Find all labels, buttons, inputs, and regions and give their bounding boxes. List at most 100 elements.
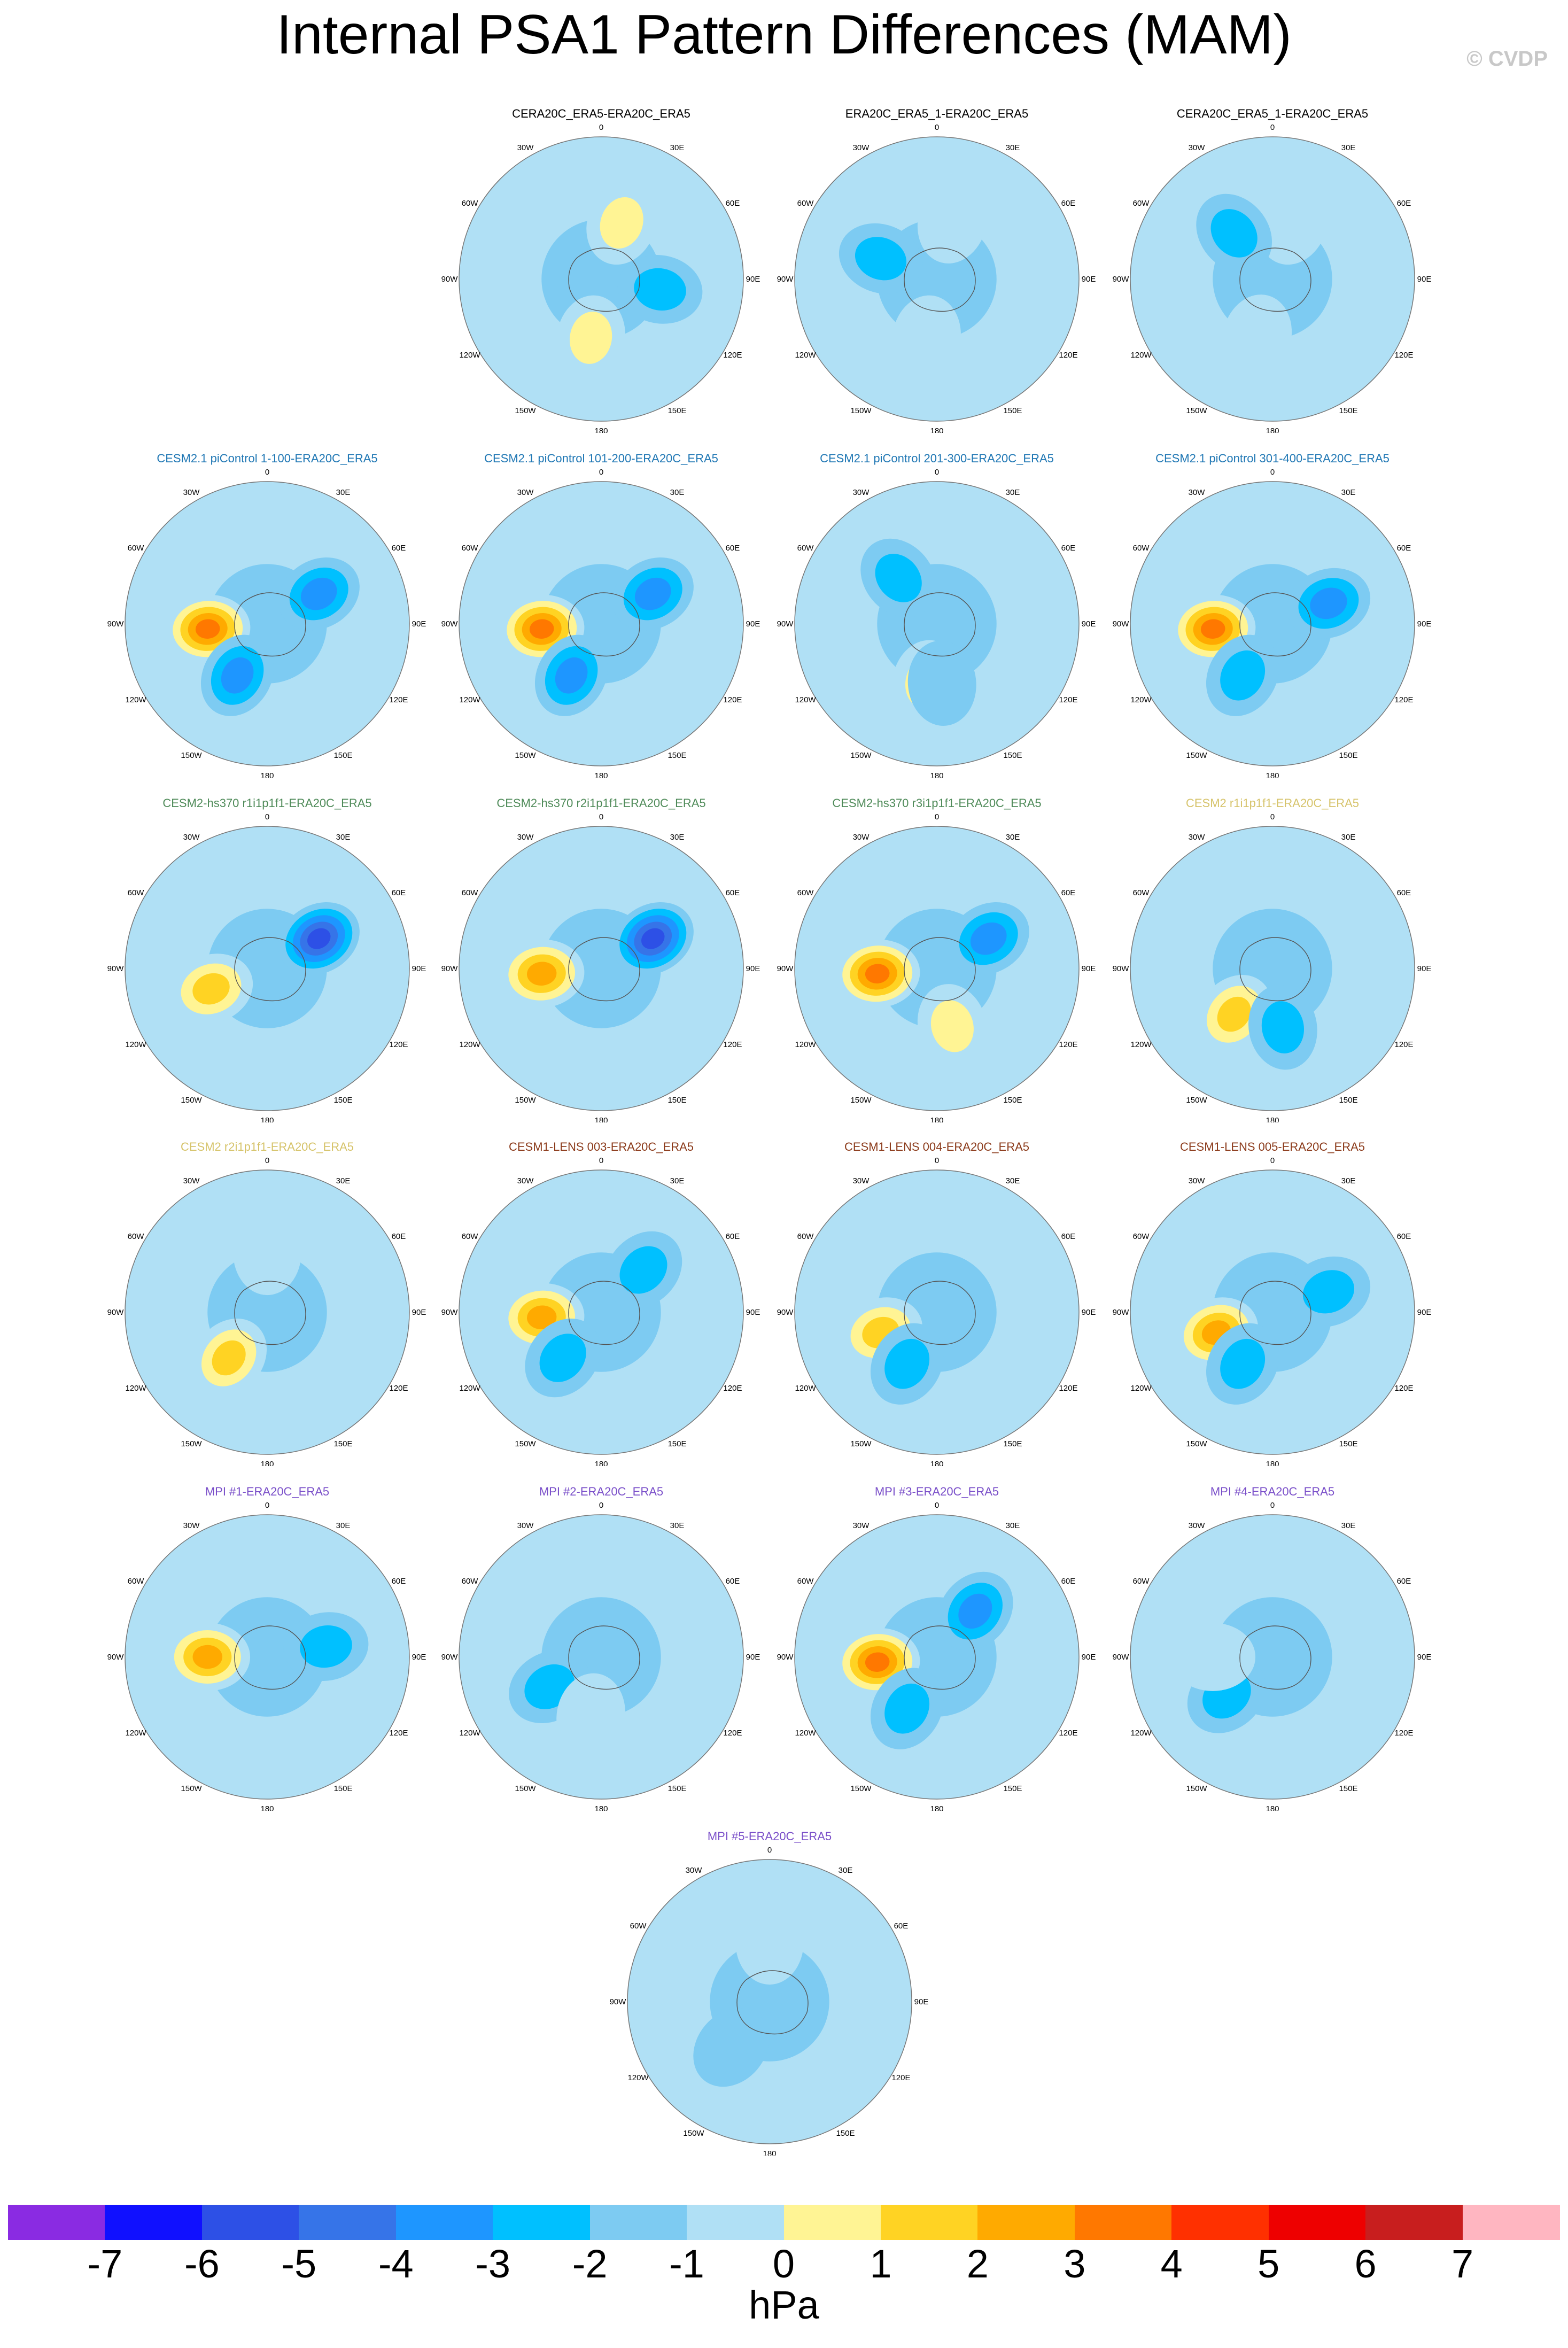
map-panel: CERA20C_ERA5_1-ERA20C_ERA5 0 30E 60E 90E 120E… bbox=[1112, 107, 1433, 433]
longitude-label: 180 bbox=[930, 1804, 943, 1811]
longitude-label: 60W bbox=[797, 888, 814, 897]
longitude-label: 30W bbox=[1189, 143, 1206, 152]
longitude-label: 120E bbox=[1059, 1729, 1077, 1738]
longitude-label: 180 bbox=[594, 1116, 608, 1122]
map-panel: MPI #5-ERA20C_ERA5 0 30E 60E 90E 120E 150E 180 1… bbox=[609, 1830, 930, 2156]
longitude-label: 60E bbox=[726, 199, 740, 208]
longitude-label: 60E bbox=[392, 1577, 406, 1586]
longitude-label: 60E bbox=[726, 1232, 740, 1241]
longitude-label: 90E bbox=[746, 619, 760, 629]
longitude-label: 30W bbox=[1189, 488, 1206, 497]
longitude-label: 120E bbox=[1059, 351, 1077, 360]
anomaly-contour bbox=[634, 268, 686, 311]
map-boundary bbox=[459, 481, 744, 766]
longitude-label: 30W bbox=[183, 833, 200, 842]
longitude-label: 180 bbox=[1266, 427, 1279, 433]
map-panel: MPI #1-ERA20C_ERA5 0 30E 60E 90E 120E 150E 180 1… bbox=[107, 1485, 428, 1811]
longitude-label: 120W bbox=[459, 1729, 480, 1738]
anomaly-contour bbox=[865, 1652, 890, 1672]
longitude-label: 150E bbox=[1339, 1784, 1357, 1793]
longitude-label: 60E bbox=[392, 1232, 406, 1241]
longitude-label: 150W bbox=[683, 2129, 704, 2138]
longitude-label: 120W bbox=[795, 1040, 816, 1049]
panel-title: CESM1-LENS 003-ERA20C_ERA5 bbox=[508, 1140, 694, 1153]
longitude-label: 30E bbox=[1006, 833, 1020, 842]
longitude-label: 120E bbox=[723, 1040, 742, 1049]
anomaly-contour bbox=[555, 657, 588, 694]
longitude-label: 120E bbox=[1394, 1729, 1413, 1738]
colorbar-tick-label: 3 bbox=[1064, 2242, 1086, 2286]
longitude-label: 60W bbox=[1133, 1232, 1150, 1241]
map-boundary bbox=[794, 1514, 1080, 1800]
colorbar-box bbox=[1268, 2205, 1366, 2240]
map-panel: CERA20C_ERA5-ERA20C_ERA5 0 30E 60E 90E 120E 15… bbox=[441, 107, 762, 433]
antarctica-coastline bbox=[234, 1625, 306, 1690]
colorbar-tick-label: 0 bbox=[772, 2242, 795, 2286]
longitude-label: 150W bbox=[181, 751, 202, 760]
map-boundary bbox=[459, 1169, 744, 1455]
longitude-label: 150E bbox=[667, 1439, 686, 1448]
longitude-label: 150W bbox=[850, 1784, 872, 1793]
colorbar-tick-label: -3 bbox=[475, 2242, 511, 2286]
anomaly-contour bbox=[539, 1334, 586, 1382]
map-panel: CESM2-hs370 r2i1p1f1-ERA20C_ERA5 0 30E 60E 9… bbox=[441, 796, 762, 1122]
polar-map: 0 30E 60E 90E 120E 150E 180 150W 120W 90W 60W 30W bbox=[441, 468, 760, 778]
longitude-label: 0 bbox=[1270, 1156, 1275, 1165]
longitude-label: 180 bbox=[260, 1804, 274, 1811]
longitude-label: 120W bbox=[459, 1040, 480, 1049]
map-panel: CESM2-hs370 r3i1p1f1-ERA20C_ERA5 0 30E 60E 9… bbox=[777, 796, 1097, 1122]
longitude-label: 120E bbox=[723, 351, 742, 360]
longitude-label: 180 bbox=[260, 1116, 274, 1122]
longitude-label: 90W bbox=[777, 1653, 794, 1662]
longitude-label: 150W bbox=[181, 1784, 202, 1793]
anomaly-contour bbox=[1217, 996, 1251, 1032]
longitude-label: 120W bbox=[459, 351, 480, 360]
longitude-label: 180 bbox=[594, 771, 608, 778]
longitude-label: 90W bbox=[777, 964, 794, 973]
longitude-label: 30E bbox=[336, 1176, 351, 1185]
longitude-label: 30W bbox=[853, 143, 870, 152]
antarctica-coastline bbox=[1239, 592, 1311, 657]
longitude-label: 60E bbox=[1397, 1232, 1411, 1241]
longitude-label: 0 bbox=[599, 468, 603, 477]
map-boundary bbox=[1130, 1169, 1415, 1455]
longitude-label: 150W bbox=[850, 751, 872, 760]
longitude-label: 60E bbox=[726, 888, 740, 897]
longitude-label: 90W bbox=[1113, 964, 1130, 973]
antarctica-coastline bbox=[1239, 1625, 1311, 1690]
longitude-label: 60W bbox=[128, 544, 145, 553]
longitude-label: 0 bbox=[767, 1846, 772, 1855]
map-panel: MPI #4-ERA20C_ERA5 0 30E 60E 90E 120E 150E 180 1… bbox=[1112, 1485, 1433, 1811]
longitude-label: 150W bbox=[850, 1096, 872, 1105]
colorbar-tick-label: 6 bbox=[1354, 2242, 1377, 2286]
anomaly-contour bbox=[300, 1625, 352, 1668]
panel-title: CESM1-LENS 005-ERA20C_ERA5 bbox=[1179, 1140, 1365, 1153]
colorbar-tick-label: 5 bbox=[1257, 2242, 1280, 2286]
panel-title: MPI #2-ERA20C_ERA5 bbox=[539, 1485, 664, 1498]
antarctica-coastline bbox=[1239, 247, 1311, 312]
map-boundary bbox=[459, 1514, 744, 1800]
longitude-label: 60W bbox=[797, 199, 814, 208]
longitude-label: 60W bbox=[462, 1232, 479, 1241]
longitude-label: 30E bbox=[336, 833, 351, 842]
polar-map: 0 30E 60E 90E 120E 150E 180 150W 120W 90W 60W 30W bbox=[1113, 1501, 1432, 1811]
longitude-label: 90E bbox=[914, 1997, 929, 2006]
map-panel: CESM2.1 piControl 201-300-ERA20C_ERA5 0 30… bbox=[777, 452, 1097, 778]
map-panel: MPI #3-ERA20C_ERA5 0 30E 60E 90E 120E 150E 180 1… bbox=[777, 1485, 1097, 1811]
longitude-label: 90W bbox=[441, 1653, 459, 1662]
colorbar-box bbox=[201, 2205, 299, 2240]
longitude-label: 90E bbox=[1417, 1308, 1432, 1317]
anomaly-contour bbox=[907, 640, 976, 726]
polar-map: 0 30E 60E 90E 120E 150E 180 150W 120W 90W 60W 30W bbox=[107, 1156, 426, 1466]
polar-map: 0 30E 60E 90E 120E 150E 180 150W 120W 90W 60W 30W bbox=[107, 812, 426, 1122]
antarctica-coastline bbox=[904, 937, 976, 1002]
map-panel: CESM2 r1i1p1f1-ERA20C_ERA5 0 30E 60E 90E 120E… bbox=[1112, 796, 1433, 1122]
longitude-label: 150E bbox=[667, 1096, 686, 1105]
colorbar-tick-label: -6 bbox=[184, 2242, 220, 2286]
map-boundary bbox=[1130, 136, 1415, 422]
longitude-label: 90E bbox=[1417, 619, 1432, 629]
antarctica-coastline bbox=[904, 247, 976, 312]
longitude-label: 90W bbox=[777, 1308, 794, 1317]
longitude-label: 150E bbox=[667, 406, 686, 415]
longitude-label: 120E bbox=[389, 1384, 408, 1393]
